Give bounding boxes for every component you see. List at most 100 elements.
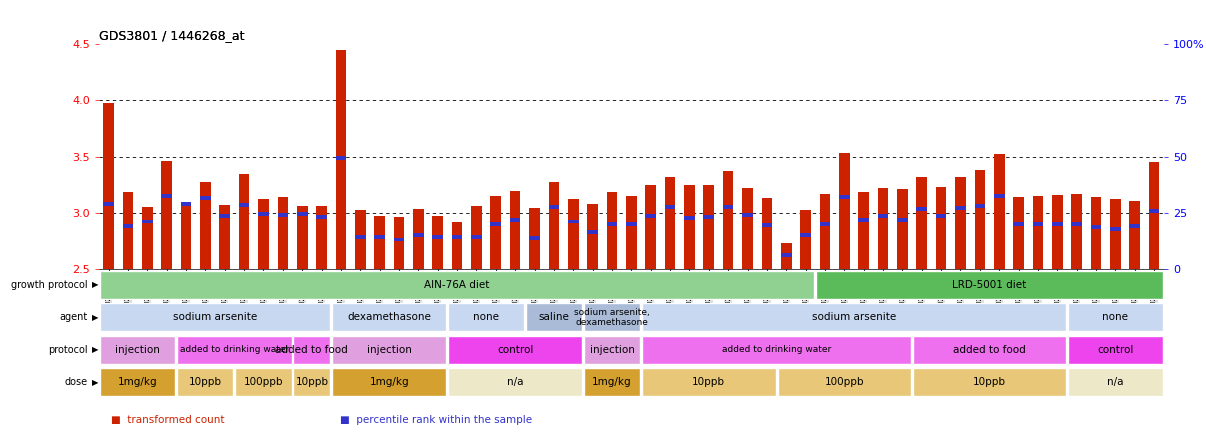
Bar (955, 206, 966, 210)
Bar (955, 177, 966, 269)
Bar (917, 207, 927, 211)
Bar (722, 205, 733, 209)
Bar (1052, 194, 1062, 269)
Bar (316, 215, 327, 219)
FancyBboxPatch shape (332, 303, 446, 331)
FancyBboxPatch shape (642, 303, 1066, 331)
Text: injection: injection (116, 345, 160, 355)
Bar (162, 194, 172, 198)
Bar (258, 199, 269, 269)
Bar (645, 185, 656, 269)
FancyBboxPatch shape (293, 336, 330, 364)
Bar (239, 174, 250, 269)
Bar (374, 216, 385, 269)
FancyBboxPatch shape (584, 368, 640, 396)
Bar (994, 194, 1005, 198)
Bar (200, 196, 211, 200)
Text: ▶: ▶ (92, 345, 98, 354)
Text: saline: saline (538, 312, 569, 322)
Bar (897, 189, 908, 269)
FancyBboxPatch shape (913, 368, 1066, 396)
Bar (123, 224, 133, 228)
Bar (936, 214, 947, 218)
Text: sodium arsenite,
dexamethasone: sodium arsenite, dexamethasone (574, 308, 650, 327)
FancyBboxPatch shape (778, 368, 911, 396)
FancyBboxPatch shape (816, 271, 1163, 299)
Text: agent: agent (60, 312, 88, 322)
FancyBboxPatch shape (293, 368, 330, 396)
FancyBboxPatch shape (100, 303, 330, 331)
Bar (1013, 222, 1024, 226)
Bar (393, 238, 404, 242)
Text: ▶: ▶ (92, 313, 98, 322)
Bar (335, 156, 346, 159)
FancyBboxPatch shape (642, 368, 775, 396)
Bar (607, 192, 617, 269)
Bar (568, 199, 579, 269)
Bar (645, 214, 656, 218)
Bar (239, 203, 250, 206)
Bar (1013, 197, 1024, 269)
Bar (626, 196, 637, 269)
Bar (472, 235, 481, 239)
Text: GDS3801 / 1446268_at: GDS3801 / 1446268_at (99, 29, 245, 42)
Bar (374, 235, 385, 239)
Text: GDS3801 / 1446268_at: GDS3801 / 1446268_at (99, 29, 245, 42)
Bar (316, 206, 327, 269)
Bar (1052, 222, 1062, 226)
Text: dose: dose (65, 377, 88, 387)
Bar (994, 154, 1005, 269)
Text: 10ppb: 10ppb (973, 377, 1006, 387)
FancyBboxPatch shape (449, 368, 582, 396)
Bar (491, 196, 502, 269)
Text: 10ppb: 10ppb (692, 377, 725, 387)
Text: ▶: ▶ (92, 280, 98, 289)
Text: n/a: n/a (507, 377, 523, 387)
Text: 1mg/kg: 1mg/kg (369, 377, 409, 387)
Bar (684, 185, 695, 269)
Text: none: none (1102, 312, 1129, 322)
Bar (510, 218, 521, 222)
Bar (936, 187, 947, 269)
Bar (529, 208, 540, 269)
FancyBboxPatch shape (526, 303, 582, 331)
FancyBboxPatch shape (584, 303, 640, 331)
Bar (1110, 199, 1120, 269)
Bar (510, 191, 521, 269)
Bar (820, 222, 830, 226)
Bar (878, 214, 889, 218)
Text: 1mg/kg: 1mg/kg (592, 377, 632, 387)
Bar (859, 192, 870, 269)
FancyBboxPatch shape (332, 336, 446, 364)
Bar (277, 213, 288, 217)
Bar (181, 202, 192, 206)
Bar (703, 185, 714, 269)
Bar (433, 235, 443, 239)
Bar (684, 216, 695, 220)
Text: injection: injection (367, 345, 411, 355)
Bar (897, 218, 908, 222)
Bar (335, 50, 346, 269)
Bar (607, 222, 617, 226)
Bar (452, 222, 462, 269)
Bar (781, 243, 791, 269)
Text: added to food: added to food (953, 345, 1026, 355)
Bar (123, 192, 133, 269)
Bar (1032, 196, 1043, 269)
FancyBboxPatch shape (177, 336, 292, 364)
Text: ■  percentile rank within the sample: ■ percentile rank within the sample (340, 415, 532, 424)
Bar (761, 223, 772, 227)
Bar (452, 235, 462, 239)
Bar (393, 217, 404, 269)
Bar (820, 194, 830, 269)
FancyBboxPatch shape (584, 336, 640, 364)
Bar (472, 206, 481, 269)
Text: AIN-76A diet: AIN-76A diet (425, 280, 490, 290)
Bar (104, 103, 113, 269)
Text: added to drinking water: added to drinking water (180, 345, 289, 354)
Bar (568, 220, 579, 223)
Bar (1149, 210, 1159, 214)
FancyBboxPatch shape (177, 368, 234, 396)
FancyBboxPatch shape (100, 336, 175, 364)
Text: n/a: n/a (1107, 377, 1124, 387)
